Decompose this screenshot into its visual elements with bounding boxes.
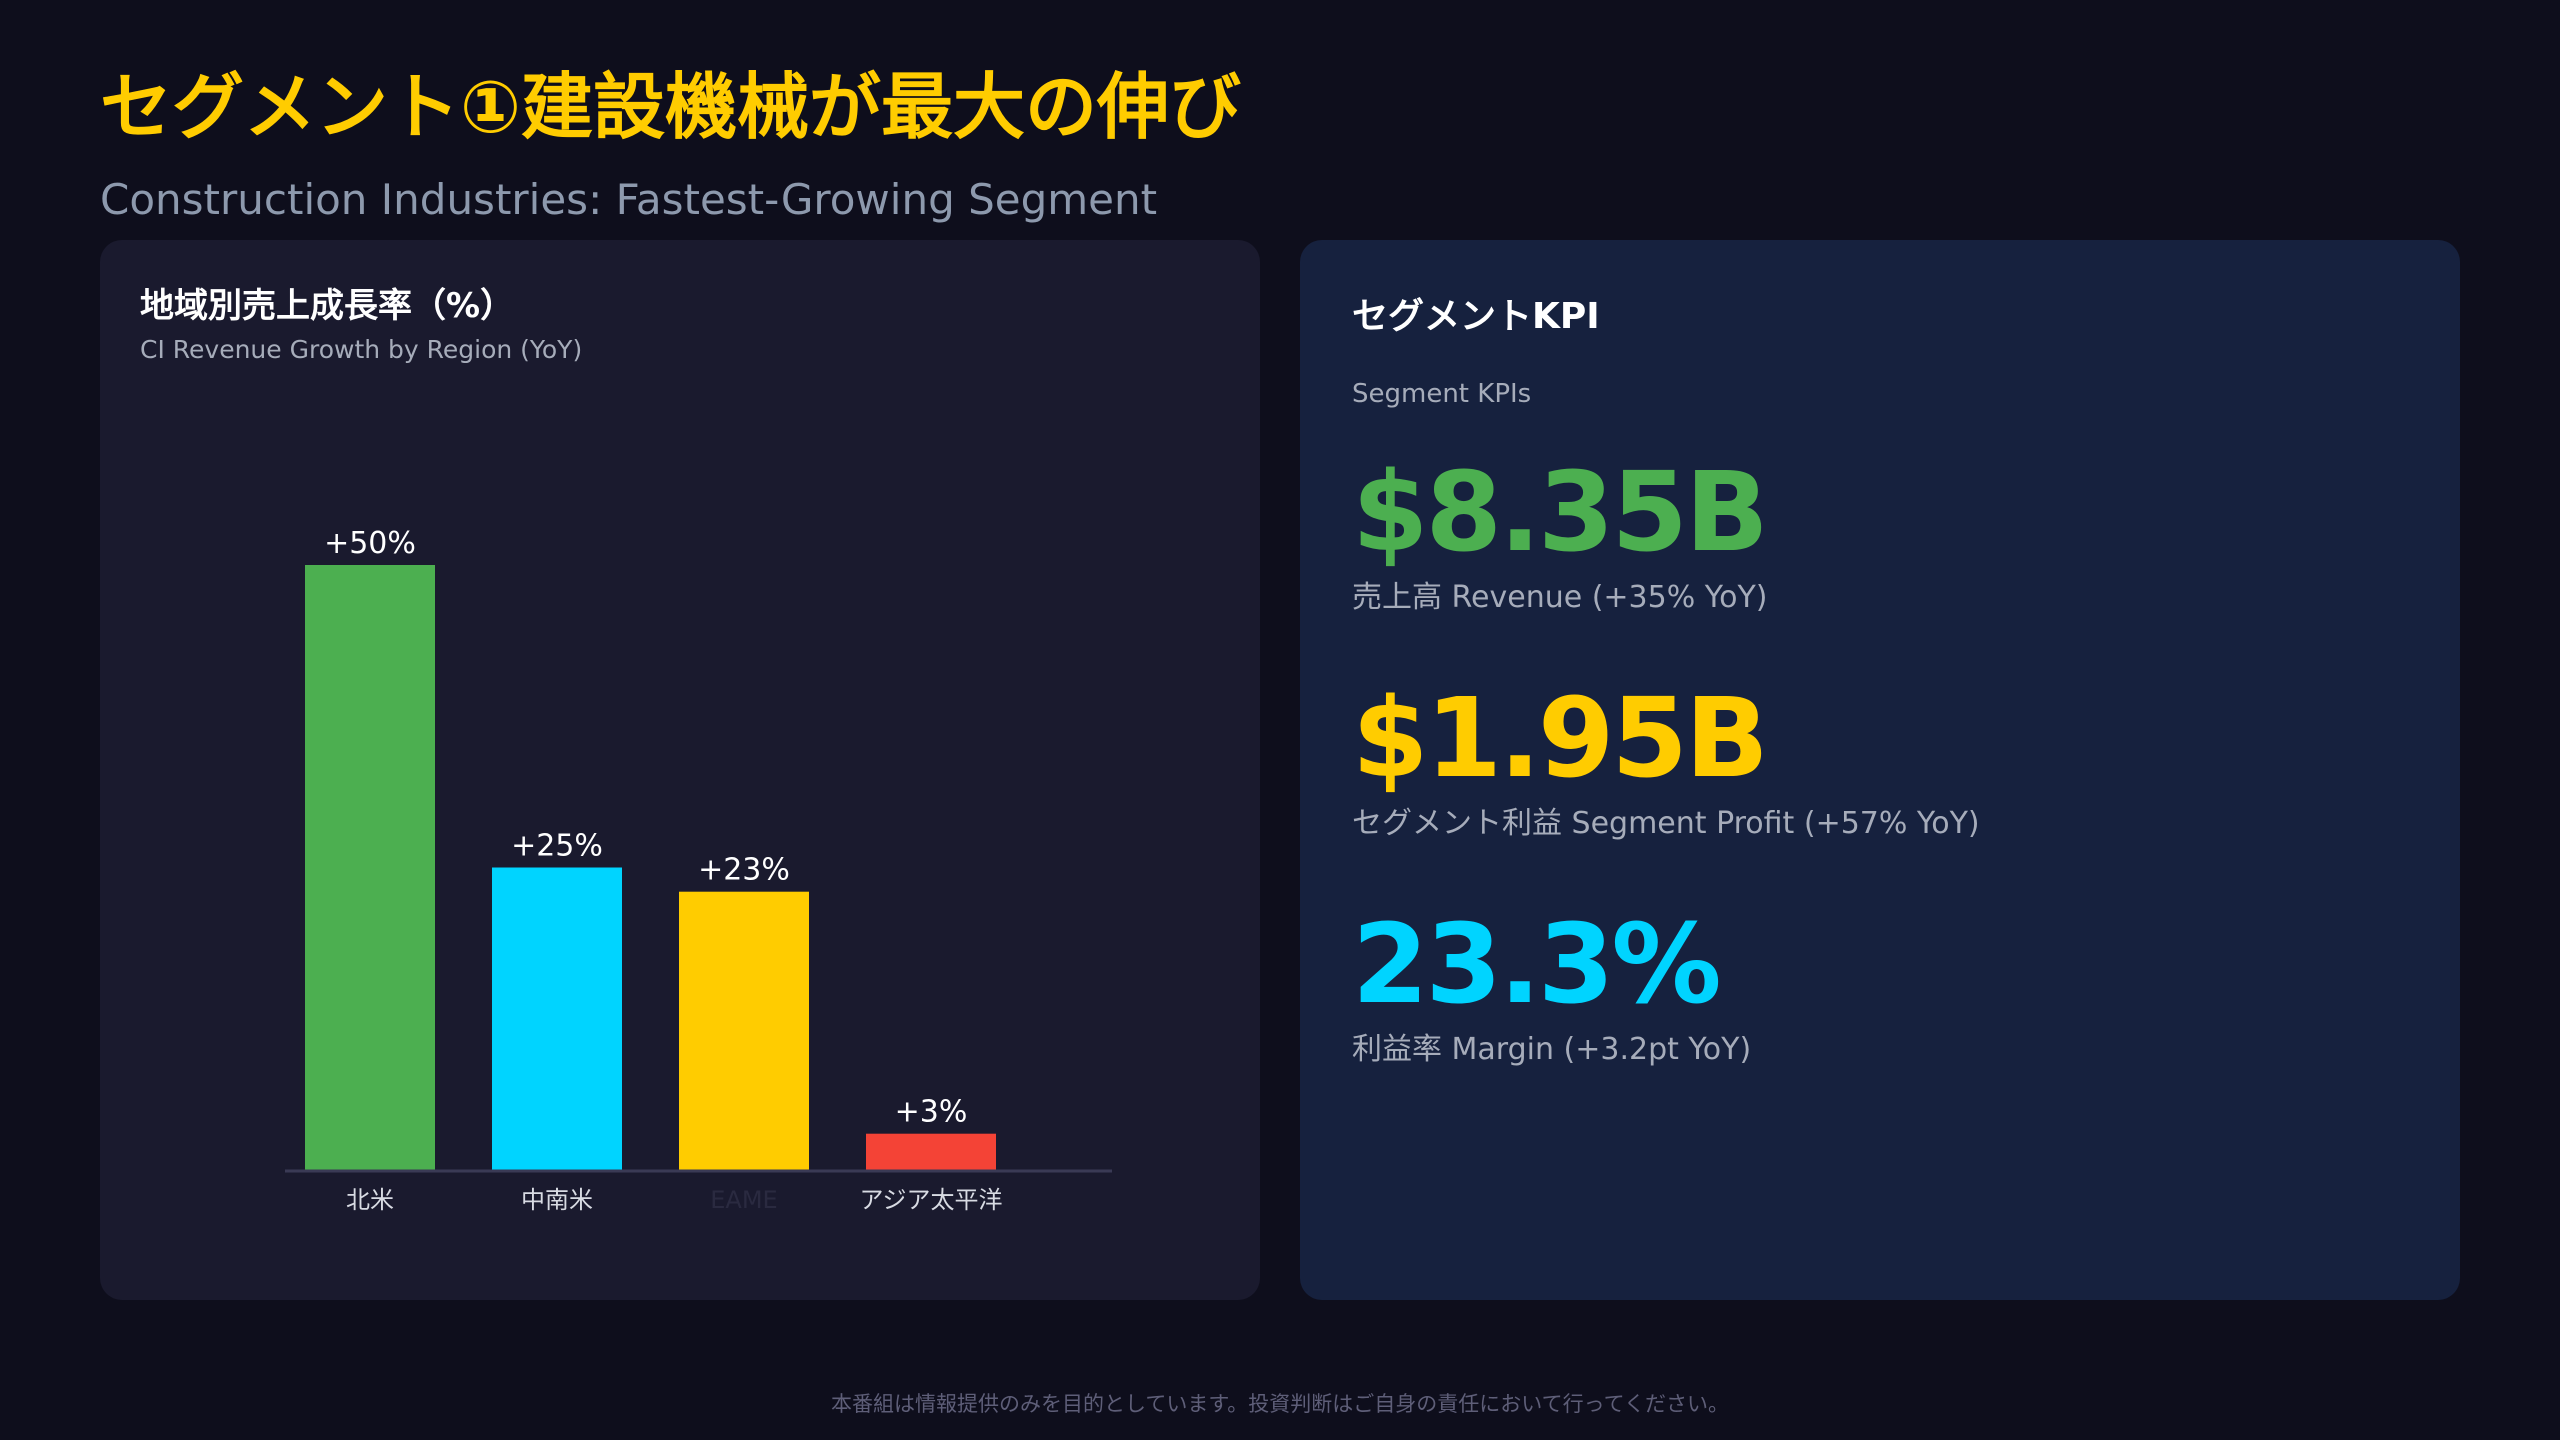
bar-1 [492, 867, 622, 1170]
category-label-2: EAME [710, 1186, 777, 1214]
kpi-margin: 23.3% 利益率 Margin (+3.2pt YoY) [1352, 904, 1751, 1072]
kpi-title: セグメントKPI [1352, 296, 1600, 337]
bar-0 [305, 565, 435, 1170]
kpi-margin-label: 利益率 Margin (+3.2pt YoY) [1352, 1032, 1752, 1067]
kpi-subtitle: Segment KPIs [1352, 379, 1532, 409]
kpi-panel: セグメントKPI Segment KPIs $8.35B 売上高 Revenue… [1300, 240, 2460, 1300]
data-label-1: +25% [511, 829, 603, 864]
kpi-segment-profit-value: $1.95B [1352, 674, 1769, 802]
data-label-0: +50% [324, 526, 416, 561]
chart-title: 地域別売上成長率（%） [140, 286, 515, 326]
chart-panel: 地域別売上成長率（%） CI Revenue Growth by Region … [100, 240, 1260, 1300]
kpi-revenue-value: $8.35B [1352, 448, 1769, 576]
kpi-segment-profit: $1.95B セグメント利益 Segment Profit (+57% YoY) [1352, 678, 1980, 846]
bar-3 [866, 1133, 996, 1170]
category-label-1: 中南米 [521, 1186, 593, 1214]
kpi-margin-value: 23.3% [1352, 900, 1722, 1028]
page-title: セグメント①建設機械が最大の伸び [100, 65, 1241, 149]
kpi-revenue-label: 売上高 Revenue (+35% YoY) [1352, 580, 1768, 615]
bar-chart: +50% 北米 +25% 中南米 +23% EAME +3% アジア太平洋 [285, 526, 1112, 1214]
category-label-0: 北米 [346, 1186, 394, 1214]
category-label-3: アジア太平洋 [859, 1186, 1002, 1214]
bar-2 [679, 891, 809, 1170]
page-subtitle: Construction Industries: Fastest-Growing… [100, 175, 1158, 224]
chart-subtitle: CI Revenue Growth by Region (YoY) [140, 335, 583, 364]
data-label-2: +23% [698, 853, 790, 888]
disclaimer: 本番組は情報提供のみを目的としています。投資判断はご自身の責任において行ってくだ… [831, 1392, 1729, 1416]
kpi-segment-profit-label: セグメント利益 Segment Profit (+57% YoY) [1352, 806, 1980, 841]
kpi-revenue: $8.35B 売上高 Revenue (+35% YoY) [1352, 448, 1769, 620]
data-label-3: +3% [895, 1095, 968, 1130]
